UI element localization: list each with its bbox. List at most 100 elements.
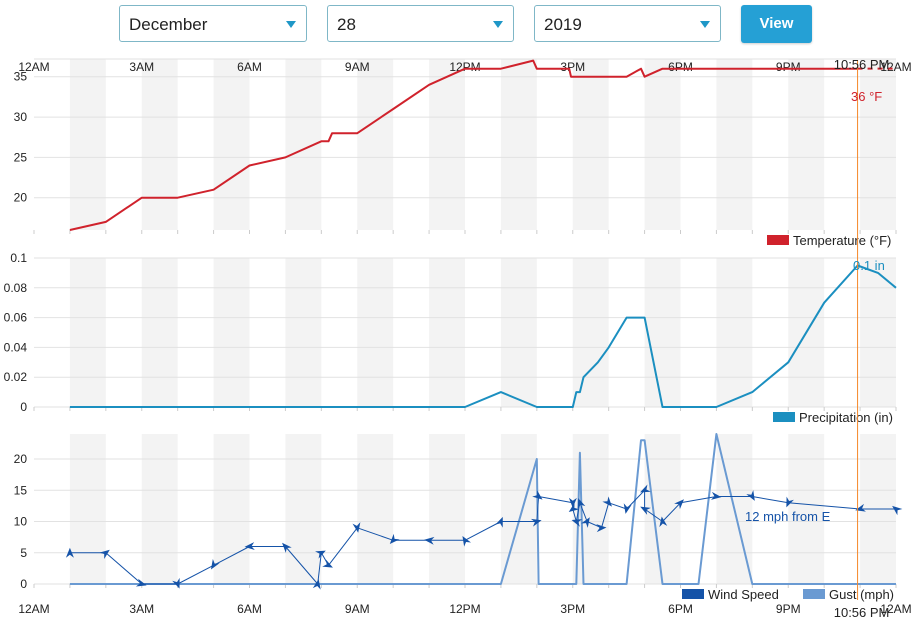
temperature-legend-swatch xyxy=(767,235,789,245)
gust-legend-swatch xyxy=(803,589,825,599)
wind-direction-arrow xyxy=(710,491,722,500)
wind-direction-arrow xyxy=(659,516,668,528)
x-tick-label-top: 12PM xyxy=(449,60,480,74)
hour-band xyxy=(716,59,753,230)
year-select[interactable]: 2019 xyxy=(534,5,721,42)
hour-band xyxy=(141,434,178,584)
wind-direction-arrow xyxy=(282,542,292,553)
wind-direction-arrow xyxy=(623,503,632,514)
x-tick-label-bottom: 9PM xyxy=(776,602,801,616)
wind-direction-arrow xyxy=(210,558,220,570)
wind-direction-arrow xyxy=(568,502,580,512)
x-tick-label-top: 12AM xyxy=(18,60,49,74)
hour-band xyxy=(141,258,178,407)
hour-band xyxy=(572,59,609,230)
y-tick-label: 5 xyxy=(20,546,27,560)
hour-band xyxy=(500,59,537,230)
wind-direction-arrow xyxy=(577,498,586,509)
cursor-time-top: 10:56 PM xyxy=(834,57,890,72)
y-tick-label: 0 xyxy=(20,577,27,591)
hour-band xyxy=(500,258,537,407)
y-tick-label: 20 xyxy=(14,452,28,466)
precipitation-readout: 0.1 in xyxy=(853,258,885,273)
x-tick-label-bottom: 12AM xyxy=(18,602,49,616)
wind-direction-arrow xyxy=(312,579,321,590)
x-tick-label-bottom: 12AM xyxy=(880,602,911,616)
y-tick-label: 25 xyxy=(14,150,28,164)
hour-band xyxy=(860,258,896,407)
hour-band xyxy=(141,59,178,230)
hour-band xyxy=(213,258,250,407)
cursor-time-bottom: 10:56 PM xyxy=(834,605,890,620)
y-tick-label: 30 xyxy=(14,110,28,124)
wind-direction-arrow xyxy=(244,542,255,551)
wind-direction-arrow xyxy=(571,519,583,527)
hour-band xyxy=(429,434,465,584)
x-tick-label-top: 3PM xyxy=(560,60,585,74)
y-tick-label: 0.02 xyxy=(4,370,28,384)
hour-band xyxy=(285,434,322,584)
day-select[interactable]: 28 xyxy=(327,5,514,42)
y-tick-label: 0.04 xyxy=(4,340,28,354)
temperature-readout: 36 °F xyxy=(851,89,882,104)
hour-band xyxy=(357,258,394,407)
date-controls: December 28 2019 View xyxy=(0,0,924,50)
hour-band xyxy=(572,258,609,407)
wind-direction-arrow xyxy=(424,536,435,545)
x-tick-label-bottom: 3AM xyxy=(129,602,154,616)
wind-direction-arrow xyxy=(640,506,651,515)
month-select[interactable]: December xyxy=(119,5,307,42)
x-tick-label-top: 9AM xyxy=(345,60,370,74)
x-tick-label-top: 9PM xyxy=(776,60,801,74)
wind-direction-arrow xyxy=(892,505,903,516)
x-tick-label-top: 12AM xyxy=(880,60,911,74)
hour-band xyxy=(69,59,106,230)
wind-direction-arrow xyxy=(352,522,361,533)
wind-direction-arrow xyxy=(532,490,543,500)
precipitation-legend-swatch xyxy=(773,412,795,422)
x-tick-label-bottom: 6PM xyxy=(668,602,693,616)
chevron-down-icon xyxy=(493,21,503,28)
wind-direction-arrow xyxy=(596,524,607,533)
temperature-line xyxy=(69,59,858,231)
y-tick-label: 0.06 xyxy=(4,311,28,325)
wind-direction-arrow xyxy=(99,549,110,560)
chevron-down-icon xyxy=(286,21,296,28)
wind-direction-arrow xyxy=(674,499,684,510)
year-value: 2019 xyxy=(544,15,582,34)
wind-direction-arrow xyxy=(65,547,74,558)
wind-direction-arrow xyxy=(315,550,326,559)
x-tick-label-bottom: 3PM xyxy=(560,602,585,616)
wind-direction-arrow xyxy=(640,484,651,493)
precipitation-line xyxy=(69,264,897,408)
precipitation-legend-label: Precipitation (in) xyxy=(799,410,893,425)
hour-band xyxy=(69,434,106,584)
wind-direction-arrow xyxy=(172,577,180,589)
wind-direction-arrow xyxy=(568,497,577,508)
hour-band xyxy=(357,59,394,230)
gust-legend-label: Gust (mph) xyxy=(829,587,894,602)
wind-legend-label: Wind Speed xyxy=(708,587,779,602)
view-button[interactable]: View xyxy=(741,5,812,43)
wind-direction-arrow xyxy=(746,490,755,501)
month-value: December xyxy=(129,15,208,34)
hour-band xyxy=(860,59,896,230)
wind-speed-line xyxy=(69,489,896,585)
hour-band xyxy=(644,258,681,407)
hour-band xyxy=(500,434,537,584)
hour-band xyxy=(285,258,322,407)
hour-band xyxy=(357,434,394,584)
gust-line xyxy=(69,433,896,585)
hour-band xyxy=(644,59,681,230)
x-tick-label-bottom: 6AM xyxy=(237,602,262,616)
y-tick-label: 20 xyxy=(14,191,28,205)
x-tick-label-top: 6PM xyxy=(668,60,693,74)
hour-band xyxy=(213,59,250,230)
x-tick-label-bottom: 9AM xyxy=(345,602,370,616)
hour-band xyxy=(788,59,825,230)
hour-band xyxy=(213,434,250,584)
wind-readout: 12 mph from E xyxy=(745,509,831,524)
wind-direction-arrow xyxy=(322,559,333,568)
hour-band xyxy=(429,258,465,407)
